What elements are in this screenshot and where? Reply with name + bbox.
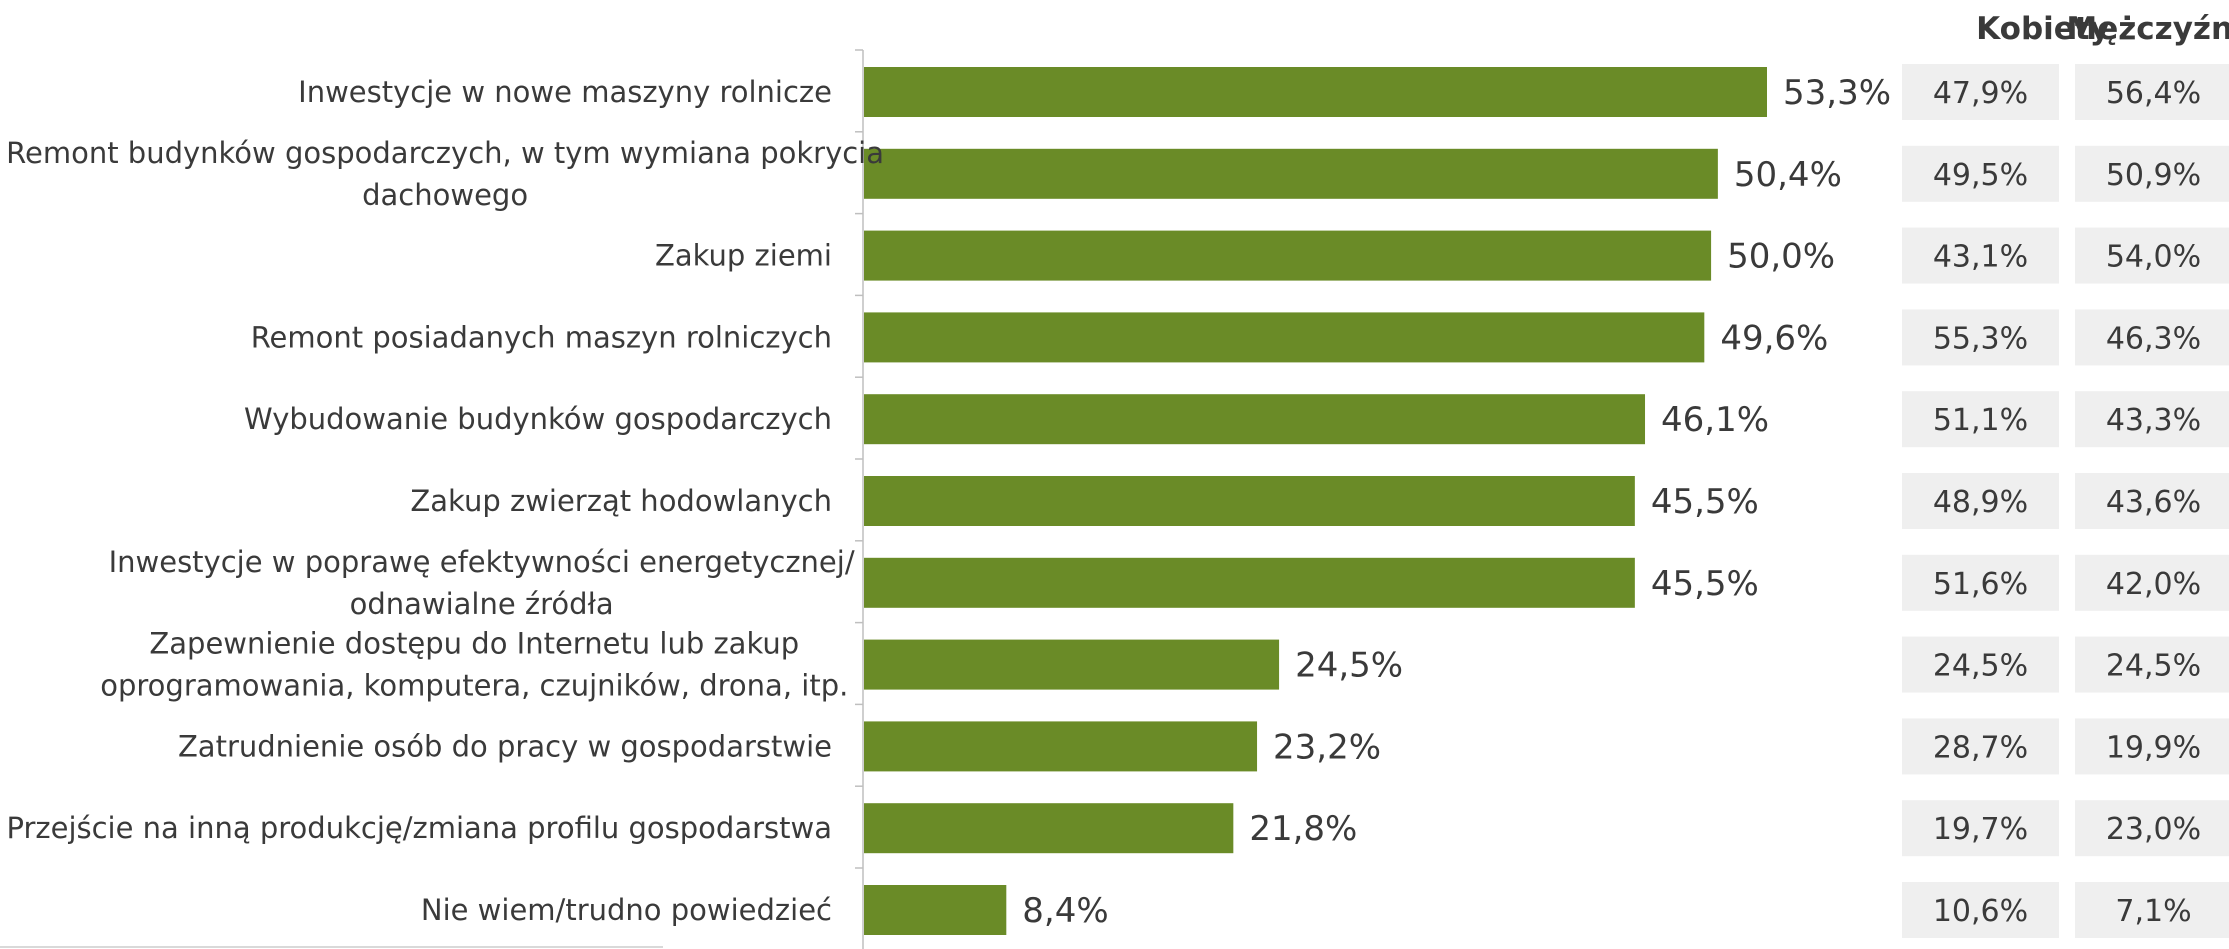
category-label: Zapewnienie dostępu do Internetu lub zak…: [100, 627, 848, 703]
axis-ticks: [855, 49, 863, 869]
column-header-mezczyzni: Mężczyźni: [2066, 11, 2229, 47]
bar: [864, 312, 1705, 363]
table-cell: [1902, 64, 2059, 120]
table-cell-value: 43,1%: [1933, 240, 2028, 275]
table-cell: [1902, 800, 2059, 857]
value-label: 21,8%: [1249, 809, 1357, 849]
value-label: 53,3%: [1783, 73, 1891, 113]
value-label: 24,5%: [1295, 646, 1403, 686]
table-cell-value: 19,7%: [1933, 812, 2028, 847]
table-cell-value: 42,0%: [2106, 567, 2201, 602]
value-label: 49,6%: [1720, 318, 1828, 358]
table-cell-value: 24,5%: [2106, 649, 2201, 684]
category-labels: Inwestycje w nowe maszyny rolnicze Remont…: [6, 75, 884, 927]
table-cell: [2075, 473, 2229, 529]
bar: [864, 557, 1635, 608]
table-cell: [2075, 718, 2229, 775]
table-cell-value: 51,1%: [1933, 403, 2028, 438]
table-cell-value: 43,3%: [2106, 403, 2201, 438]
table-cell: [1902, 718, 2059, 775]
category-label: Inwestycje w nowe maszyny rolnicze: [298, 75, 832, 109]
table-cells: 47,9% 56,4% 49,5% 50,9% 43,1% 54,0% 55,3% 46,3%…: [1902, 64, 2229, 938]
table-cell: [2075, 145, 2229, 202]
table-cell: [2075, 391, 2229, 448]
bar: [864, 394, 1646, 445]
value-label: 50,0%: [1727, 237, 1835, 277]
table-cell-value: 46,3%: [2106, 321, 2201, 356]
value-label: 8,4%: [1022, 891, 1108, 931]
table-cell-value: 19,9%: [2106, 730, 2201, 765]
table-cell-value: 24,5%: [1933, 649, 2028, 684]
bar: [864, 230, 1712, 281]
table-cell: [2075, 227, 2229, 284]
category-label: Zakup zwierząt hodowlanych: [410, 484, 832, 518]
table-cell: [1902, 554, 2059, 611]
table-cell-value: 56,4%: [2106, 76, 2201, 111]
table-cell-value: 7,1%: [2115, 894, 2191, 929]
category-label: Zatrudnienie osób do pracy w gospodarstw…: [178, 729, 832, 763]
table-cell: [1902, 391, 2059, 448]
bars: [864, 67, 1767, 935]
column-header-kobiety: Kobiety: [1976, 11, 2110, 47]
category-label: Remont posiadanych maszyn rolniczych: [251, 320, 832, 354]
category-label: Wybudowanie budynków gospodarczych: [244, 402, 832, 436]
table-cell: [2075, 64, 2229, 120]
category-label: Zakup ziemi: [655, 239, 832, 273]
category-label: Przejście na inną produkcję/zmiana profi…: [6, 811, 832, 845]
table-cell-value: 47,9%: [1933, 76, 2028, 111]
bar: [864, 67, 1767, 117]
table-cell: [1902, 882, 2059, 938]
value-label: 50,4%: [1734, 155, 1842, 195]
bar: [864, 476, 1635, 526]
table-cell-value: 49,5%: [1933, 158, 2028, 193]
table-cell: [1902, 227, 2059, 284]
table-cell-value: 50,9%: [2106, 158, 2201, 193]
bar: [864, 721, 1258, 772]
table-cell-value: 55,3%: [1933, 321, 2028, 356]
category-label: Nie wiem/trudno powiedzieć: [421, 893, 832, 927]
table-cell: [2075, 636, 2229, 693]
table-cell-value: 10,6%: [1933, 894, 2028, 929]
table-cell-value: 54,0%: [2106, 240, 2201, 275]
table-cell: [1902, 145, 2059, 202]
value-label: 45,5%: [1651, 564, 1759, 604]
bar: [864, 639, 1280, 690]
category-label: Inwestycje w poprawę efektywności energe…: [109, 545, 855, 621]
table-cell: [1902, 309, 2059, 366]
bar: [864, 148, 1718, 199]
table-cell: [1902, 473, 2059, 529]
table-cell: [2075, 309, 2229, 366]
category-label: Remont budynków gospodarczych, w tym wym…: [6, 136, 884, 212]
table-cell: [1902, 636, 2059, 693]
table-headers: Kobiety Mężczyźni: [1976, 11, 2229, 47]
bar: [864, 803, 1234, 854]
table-cell-value: 51,6%: [1933, 567, 2028, 602]
value-label: 23,2%: [1273, 727, 1381, 767]
table-cell: [2075, 882, 2229, 938]
value-label: 45,5%: [1651, 482, 1759, 522]
table-cell-value: 28,7%: [1933, 730, 2028, 765]
bar: [864, 885, 1007, 935]
value-labels: 53,3% 50,4% 50,0% 49,6% 46,1% 45,5% 45,5% 24,5%…: [1022, 73, 1891, 931]
table-cell-value: 23,0%: [2106, 812, 2201, 847]
table-cell: [2075, 800, 2229, 857]
table-cell-value: 48,9%: [1933, 485, 2028, 520]
value-label: 46,1%: [1661, 400, 1769, 440]
table-cell-value: 43,6%: [2106, 485, 2201, 520]
table-cell: [2075, 554, 2229, 611]
